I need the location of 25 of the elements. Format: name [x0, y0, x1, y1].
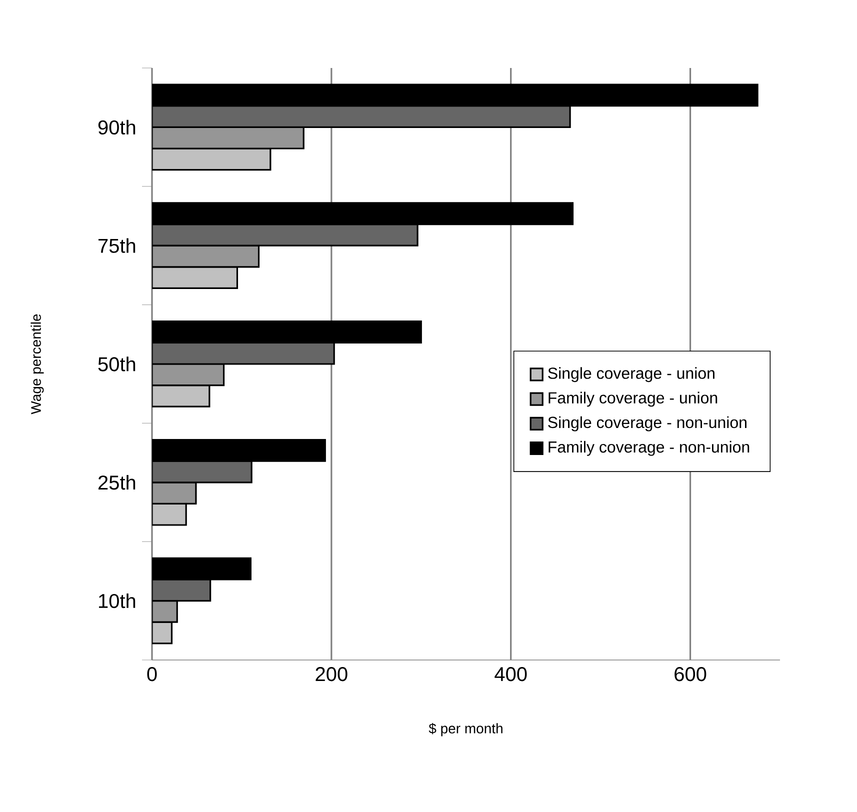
bar — [152, 105, 571, 128]
y-tick-label: 10th — [99, 593, 136, 608]
bar — [152, 244, 260, 268]
y-axis-title: Wage percentile — [30, 314, 44, 414]
x-tick-label: 400 — [494, 667, 527, 682]
x-tick-label: 600 — [674, 667, 706, 682]
bar — [152, 342, 335, 365]
bar — [152, 460, 252, 484]
legend-label: Family coverage - non-union — [548, 440, 750, 456]
legend-label: Single coverage - union — [548, 367, 714, 382]
legend-label: Single coverage - non-union — [548, 416, 746, 432]
legend-label: Family coverage - union — [548, 392, 718, 407]
bar — [152, 223, 418, 246]
y-tick-label: 75th — [98, 238, 136, 253]
y-tick-label: 25th — [98, 475, 136, 490]
bar — [152, 126, 304, 150]
x-tick-label: 0 — [147, 667, 157, 682]
bar — [152, 384, 210, 408]
bar — [152, 148, 272, 171]
y-tick-label: 90th — [98, 120, 136, 135]
y-tick-label: 50th — [98, 356, 136, 372]
bar — [152, 266, 238, 290]
bar — [152, 482, 197, 504]
x-tick-label: 200 — [316, 667, 348, 682]
x-axis-title: $ per month — [428, 722, 502, 736]
